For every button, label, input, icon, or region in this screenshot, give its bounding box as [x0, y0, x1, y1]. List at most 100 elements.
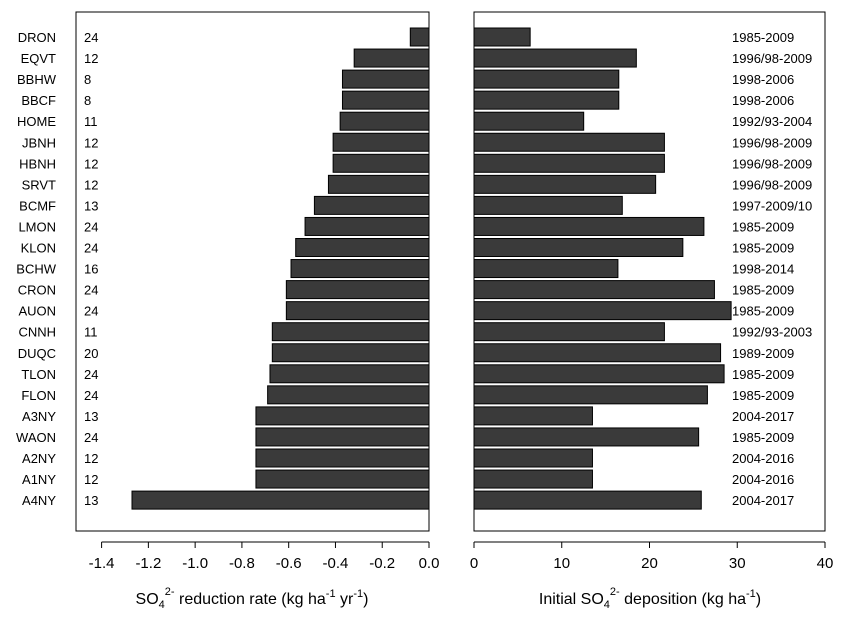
n-years-label: 12: [84, 51, 98, 66]
n-years-label: 13: [84, 493, 98, 508]
period-label: 1985-2009: [732, 283, 794, 298]
period-label: 1985-2009: [732, 388, 794, 403]
period-label: 2004-2016: [732, 472, 794, 487]
right-x-tick-label: 10: [553, 555, 570, 572]
reduction-bar-a3ny: [255, 406, 430, 426]
deposition-bar-waon: [473, 427, 700, 447]
period-label: 1998-2014: [732, 262, 794, 277]
site-label-a3ny: A3NY: [22, 409, 56, 424]
n-years-label: 24: [84, 304, 98, 319]
site-label-lmon: LMON: [18, 219, 56, 234]
n-years-label: 11: [84, 114, 98, 129]
deposition-bar-tlon: [473, 364, 725, 384]
n-years-label: 8: [84, 93, 91, 108]
period-label: 1996/98-2009: [732, 156, 812, 171]
period-label: 1989-2009: [732, 346, 794, 361]
right-x-tick-label: 30: [729, 555, 746, 572]
deposition-bar-bcmf: [473, 195, 623, 215]
n-years-label: 12: [84, 156, 98, 171]
site-label-a4ny: A4NY: [22, 493, 56, 508]
n-years-label: 24: [84, 219, 98, 234]
deposition-bar-cron: [473, 280, 715, 300]
left-x-tick-label: -1.4: [89, 555, 115, 572]
n-years-label: 8: [84, 72, 91, 87]
site-label-klon: KLON: [21, 241, 56, 256]
reduction-bar-hbnh: [332, 153, 430, 173]
site-label-home: HOME: [17, 114, 56, 129]
period-label: 1985-2009: [732, 30, 794, 45]
reduction-bar-bbcf: [341, 90, 430, 110]
deposition-bar-home: [473, 111, 585, 131]
period-label: 1996/98-2009: [732, 51, 812, 66]
reduction-bar-dron: [409, 27, 430, 47]
period-label: 1996/98-2009: [732, 135, 812, 150]
reduction-bar-srvt: [327, 174, 430, 194]
left-x-tick-label: -0.8: [229, 555, 255, 572]
n-years-label: 24: [84, 367, 98, 382]
n-years-label: 12: [84, 472, 98, 487]
n-years-label: 24: [84, 430, 98, 445]
period-label: 1996/98-2009: [732, 177, 812, 192]
deposition-bar-bbhw: [473, 69, 620, 89]
site-label-waon: WAON: [16, 430, 56, 445]
n-years-label: 24: [84, 283, 98, 298]
right-x-tick-label: 20: [641, 555, 658, 572]
deposition-bar-srvt: [473, 174, 657, 194]
n-years-label: 12: [84, 451, 98, 466]
reduction-bar-cnnh: [271, 322, 430, 342]
period-label: 2004-2017: [732, 493, 794, 508]
left-x-tick-label: -1.2: [135, 555, 161, 572]
right-x-axis-title: Initial SO42- deposition (kg ha-1): [539, 586, 761, 611]
reduction-bar-auon: [285, 301, 430, 321]
n-years-label: 24: [84, 30, 98, 45]
reduction-bar-flon: [267, 385, 430, 405]
reduction-bar-a1ny: [255, 469, 430, 489]
right-x-tick-label: 40: [817, 555, 834, 572]
n-years-label: 16: [84, 262, 98, 277]
deposition-bar-auon: [473, 301, 732, 321]
deposition-bar-hbnh: [473, 153, 665, 173]
period-label: 1998-2006: [732, 93, 794, 108]
site-label-cron: CRON: [18, 283, 56, 298]
period-label: 1992/93-2003: [732, 325, 812, 340]
n-years-label: 24: [84, 241, 98, 256]
n-years-label: 11: [84, 325, 98, 340]
n-years-label: 12: [84, 135, 98, 150]
reduction-bar-jbnh: [332, 132, 430, 152]
deposition-bar-a1ny: [473, 469, 593, 489]
right-x-tick-label: 0: [470, 555, 478, 572]
period-label: 1997-2009/10: [732, 198, 812, 213]
reduction-bar-bchw: [290, 259, 430, 279]
reduction-bar-bbhw: [341, 69, 430, 89]
deposition-bar-eqvt: [473, 48, 637, 68]
deposition-bar-a4ny: [473, 490, 702, 510]
site-label-a2ny: A2NY: [22, 451, 56, 466]
deposition-bar-cnnh: [473, 322, 665, 342]
left-x-tick-label: 0.0: [419, 555, 440, 572]
deposition-bar-a3ny: [473, 406, 593, 426]
period-label: 1985-2009: [732, 430, 794, 445]
n-years-label: 20: [84, 346, 98, 361]
n-years-label: 24: [84, 388, 98, 403]
period-label: 1985-2009: [732, 219, 794, 234]
site-label-bbhw: BBHW: [17, 72, 57, 87]
left-x-tick-label: -0.4: [323, 555, 349, 572]
reduction-bar-klon: [295, 238, 430, 257]
period-label: 1998-2006: [732, 72, 794, 87]
site-label-hbnh: HBNH: [19, 156, 56, 171]
n-years-label: 13: [84, 198, 98, 213]
reduction-bar-tlon: [269, 364, 430, 384]
n-years-label: 12: [84, 177, 98, 192]
left-x-axis-title: SO42- reduction rate (kg ha-1 yr-1): [136, 586, 369, 611]
deposition-bar-dron: [473, 27, 531, 47]
site-label-bchw: BCHW: [16, 262, 56, 277]
period-label: 2004-2016: [732, 451, 794, 466]
site-label-eqvt: EQVT: [21, 51, 56, 66]
reduction-bar-waon: [255, 427, 430, 447]
reduction-bar-lmon: [304, 216, 430, 236]
site-label-a1ny: A1NY: [22, 472, 56, 487]
site-label-flon: FLON: [21, 388, 56, 403]
left-x-tick-label: -0.6: [276, 555, 302, 572]
period-label: 2004-2017: [732, 409, 794, 424]
